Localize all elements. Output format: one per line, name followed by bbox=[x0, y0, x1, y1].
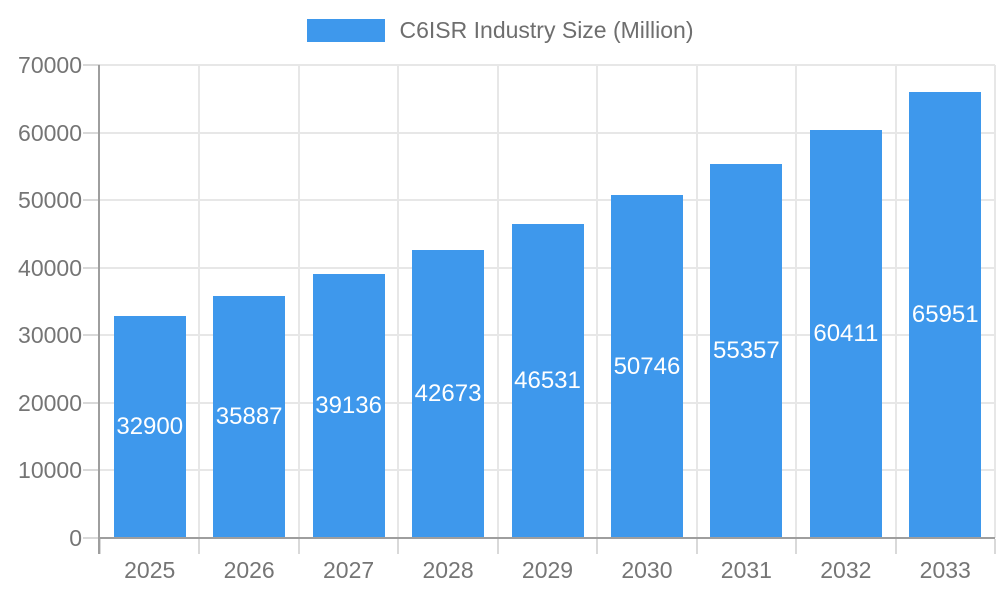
y-axis-tick bbox=[83, 334, 100, 337]
x-axis-tick bbox=[894, 539, 897, 554]
y-axis-tick bbox=[83, 64, 100, 66]
y-axis-label: 40000 bbox=[18, 254, 82, 281]
bar-2030[interactable]: 50746 bbox=[610, 195, 683, 538]
y-axis-label: 50000 bbox=[18, 187, 82, 214]
legend-item[interactable]: C6ISR Industry Size (Million) bbox=[0, 17, 1000, 43]
horizontal-gridline bbox=[100, 131, 995, 134]
y-axis-label: 60000 bbox=[18, 119, 82, 146]
y-axis-tick bbox=[83, 537, 100, 539]
bar-value-label: 32900 bbox=[116, 412, 184, 440]
bar-2026[interactable]: 35887 bbox=[213, 295, 286, 538]
vertical-gridline bbox=[397, 65, 400, 538]
x-axis-tick bbox=[596, 539, 599, 554]
horizontal-gridline bbox=[100, 199, 995, 202]
x-axis-tick bbox=[496, 539, 499, 554]
legend-label: C6ISR Industry Size (Million) bbox=[399, 17, 694, 43]
bar-value-label: 46531 bbox=[514, 366, 581, 394]
bar-value-label: 35887 bbox=[215, 402, 283, 430]
vertical-gridline bbox=[496, 65, 499, 538]
x-axis-tick bbox=[994, 539, 996, 554]
vertical-gridline bbox=[795, 65, 798, 538]
x-axis-tick bbox=[397, 539, 400, 554]
y-axis-tick bbox=[83, 199, 100, 202]
bar-value-label: 60411 bbox=[813, 319, 879, 347]
bar-2032[interactable]: 60411 bbox=[809, 129, 882, 538]
bar-2029[interactable]: 46531 bbox=[511, 223, 584, 538]
y-axis-tick bbox=[83, 401, 100, 404]
horizontal-gridline bbox=[100, 64, 995, 66]
y-axis-label: 30000 bbox=[18, 322, 82, 349]
x-axis-tick bbox=[695, 539, 698, 554]
x-axis-line bbox=[100, 537, 995, 539]
bar-2033[interactable]: 65951 bbox=[909, 92, 982, 538]
vertical-gridline bbox=[198, 65, 201, 538]
bar-2028[interactable]: 42673 bbox=[412, 249, 485, 538]
x-axis-tick bbox=[99, 539, 101, 554]
legend-swatch-icon bbox=[306, 18, 385, 42]
x-axis-tick bbox=[297, 539, 300, 554]
x-axis-label: 2030 bbox=[621, 557, 673, 583]
y-axis-label: 0 bbox=[69, 525, 82, 551]
bar-value-label: 50746 bbox=[613, 352, 681, 380]
x-axis-label: 2026 bbox=[223, 557, 275, 583]
bar-value-label: 55357 bbox=[713, 336, 780, 364]
y-axis-tick bbox=[83, 266, 100, 269]
vertical-gridline bbox=[596, 65, 599, 538]
bar-value-label: 39136 bbox=[315, 391, 382, 419]
y-axis-line bbox=[98, 65, 100, 554]
bar-value-label: 42673 bbox=[414, 379, 482, 407]
bar-2027[interactable]: 39136 bbox=[312, 273, 385, 538]
bar-value-label: 65951 bbox=[911, 301, 979, 329]
x-axis-label: 2025 bbox=[124, 557, 176, 583]
x-axis-label: 2028 bbox=[422, 557, 474, 583]
x-axis-label: 2029 bbox=[521, 557, 574, 583]
y-axis-label: 70000 bbox=[18, 52, 82, 78]
y-axis-tick bbox=[83, 469, 100, 472]
vertical-gridline bbox=[894, 65, 897, 538]
y-axis-tick bbox=[83, 131, 100, 134]
vertical-gridline bbox=[297, 65, 300, 538]
y-axis-label: 20000 bbox=[18, 389, 82, 416]
x-axis-tick bbox=[795, 539, 798, 554]
x-axis-label: 2031 bbox=[720, 557, 772, 583]
vertical-gridline bbox=[994, 65, 996, 538]
x-axis-label: 2027 bbox=[323, 557, 375, 583]
x-axis-label: 2033 bbox=[919, 557, 971, 583]
bar-2025[interactable]: 32900 bbox=[113, 315, 186, 538]
x-axis-tick bbox=[198, 539, 201, 554]
bar-2031[interactable]: 55357 bbox=[710, 163, 783, 538]
x-axis-label: 2032 bbox=[820, 557, 872, 583]
y-axis-label: 10000 bbox=[18, 457, 82, 484]
vertical-gridline bbox=[695, 65, 698, 538]
